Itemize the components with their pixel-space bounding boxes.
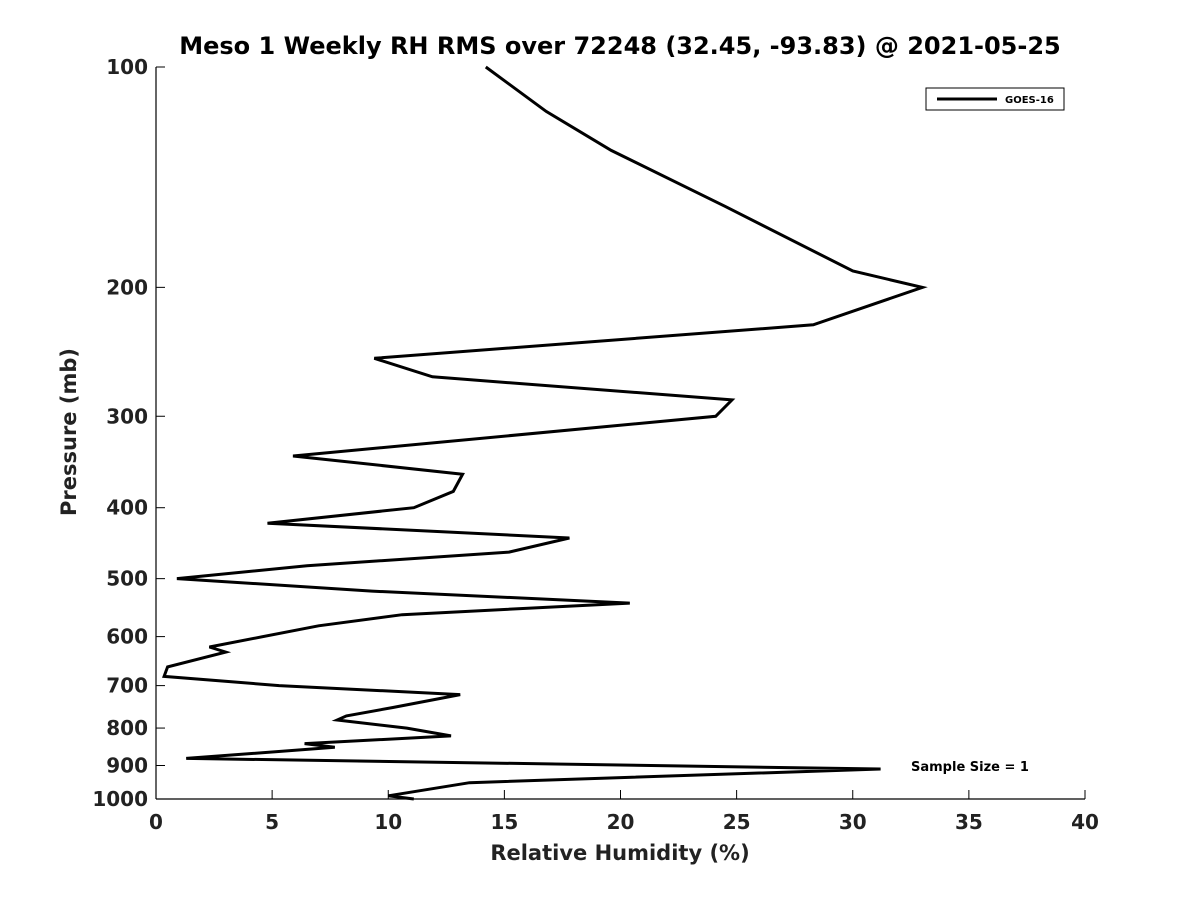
y-tick-label: 300 [106,404,148,428]
legend: GOES-16 [925,87,1065,111]
y-tick-label: 600 [106,625,148,649]
x-tick-label: 0 [149,810,163,834]
chart-title: Meso 1 Weekly RH RMS over 72248 (32.45, … [179,32,1061,60]
x-tick-label: 5 [265,810,279,834]
y-tick-label: 1000 [92,787,148,811]
y-axis-label: Pressure (mb) [57,348,81,516]
x-tick-label: 40 [1071,810,1099,834]
x-axis-label: Relative Humidity (%) [490,841,749,865]
y-tick-label: 500 [106,567,148,591]
y-tick-label: 900 [106,754,148,778]
series-line-goes-16 [162,65,928,801]
x-tick-label: 20 [607,810,635,834]
y-tick-label: 100 [106,55,148,79]
sample-size-annotation: Sample Size = 1 [911,760,1029,775]
y-tick-label: 200 [106,275,148,299]
y-tick-label: 400 [106,496,148,520]
x-tick-label: 10 [374,810,402,834]
legend-label-goes-16: GOES-16 [1005,95,1054,106]
series-layer [162,65,928,801]
x-tick-label: 35 [955,810,983,834]
y-tick-label: 700 [106,674,148,698]
x-tick-label: 30 [839,810,867,834]
x-tick-label: 25 [723,810,751,834]
y-tick-label: 800 [106,716,148,740]
x-tick-label: 15 [490,810,518,834]
axes: 0 5 10 15 20 25 30 35 40 100 200 300 400 500 600 700 800… [92,55,1099,834]
